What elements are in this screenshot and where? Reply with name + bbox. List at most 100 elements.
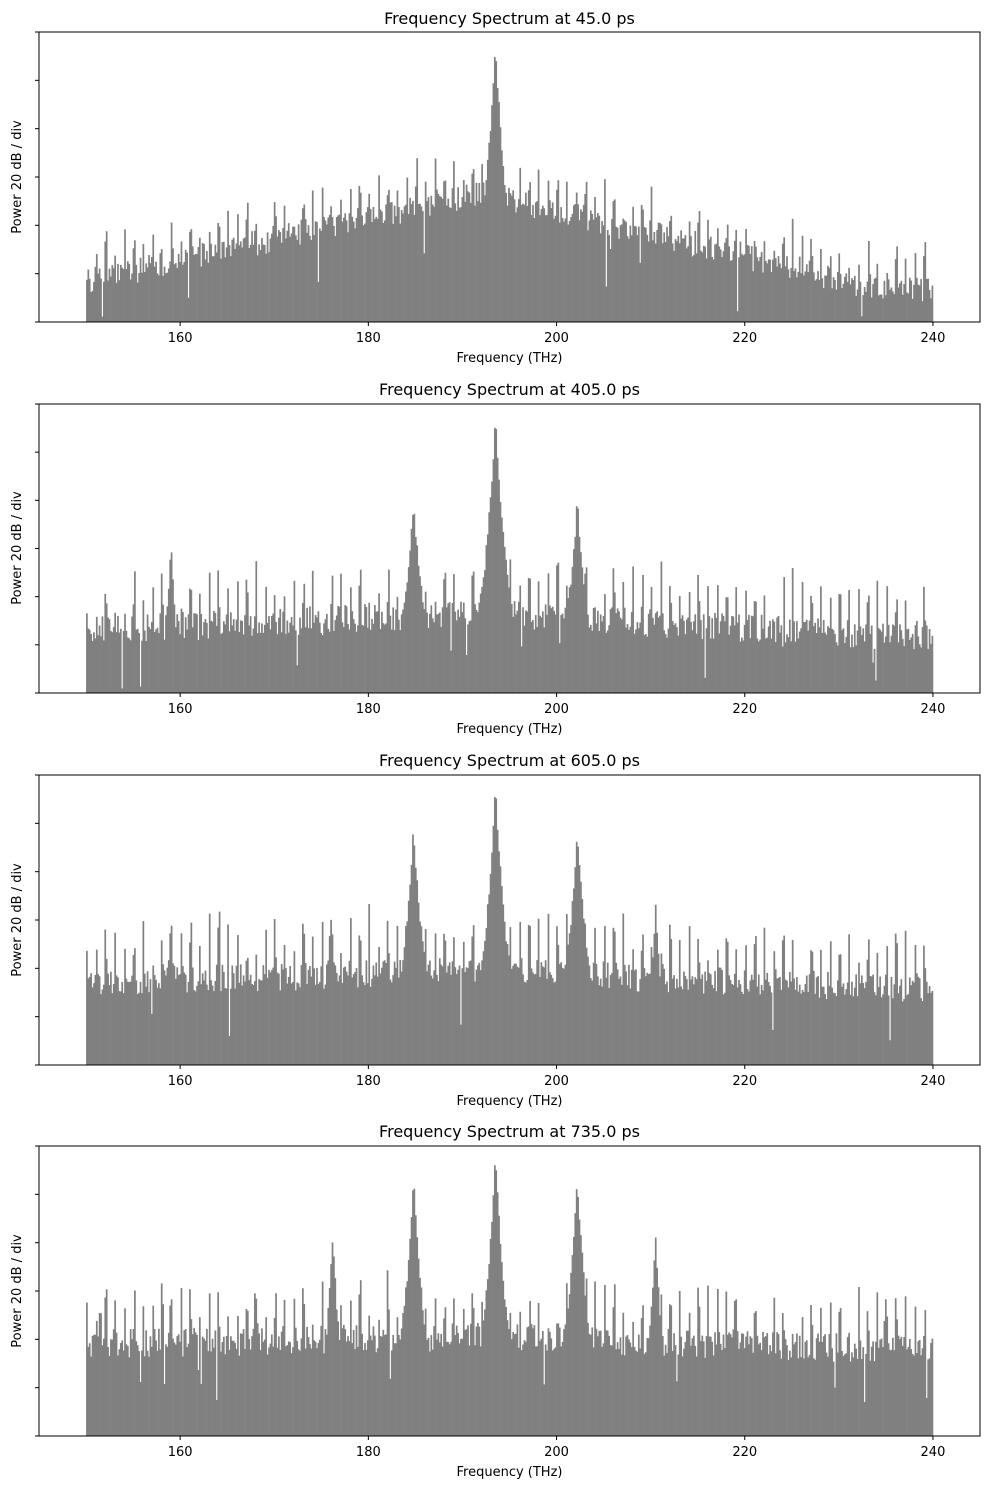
spectrum-bar [923, 586, 925, 693]
spectrum-bar [327, 217, 330, 322]
spectrum-bar [640, 950, 643, 1065]
spectrum-bar [924, 620, 927, 693]
spectrum-bar [849, 647, 852, 693]
spectrum-bar [475, 182, 478, 322]
spectrum-bar [197, 639, 200, 693]
spectrum-bar [803, 275, 805, 322]
spectrum-bar [931, 285, 934, 322]
spectrum-bar [469, 202, 472, 322]
spectrum-bar [536, 627, 539, 693]
spectrum-bar [232, 973, 235, 1065]
spectrum-bar [100, 636, 102, 693]
spectrum-bar [179, 634, 181, 693]
spectrum-bar [197, 1370, 200, 1436]
spectrum-bar [522, 974, 524, 1065]
spectrum-bar [770, 271, 773, 322]
spectrum-bar [910, 985, 913, 1065]
spectrum-bar [609, 1345, 612, 1436]
spectrum-bar [306, 607, 308, 693]
spectrum-bar [87, 269, 90, 322]
spectrum-bar [570, 217, 572, 322]
spectrum-bar [637, 628, 640, 693]
spectrum-bar [242, 238, 245, 322]
spectrum-bar [591, 1327, 594, 1436]
spectrum-bar [207, 262, 210, 322]
spectrum-bar [128, 263, 131, 322]
spectrum-bar [577, 204, 579, 322]
spectrum-bar [669, 1304, 671, 1436]
spectrum-bar [246, 592, 249, 693]
spectrum-bar [122, 993, 125, 1065]
spectrum-bar [509, 1312, 512, 1436]
x-tick-label: 220 [732, 331, 757, 346]
spectrum-bar [719, 249, 722, 322]
spectrum-bar [303, 933, 306, 1065]
spectrum-bar [762, 628, 764, 693]
spectrum-bar [376, 611, 379, 693]
spectrum-bar [529, 578, 531, 693]
spectrum-bar [784, 266, 787, 322]
spectrum-bar [519, 585, 522, 693]
spectrum-bar [266, 1354, 269, 1436]
spectrum-bar [649, 973, 651, 1065]
spectrum-bar [296, 1340, 299, 1436]
spectrum-bar [210, 1351, 212, 1436]
spectrum-bar [872, 284, 874, 322]
spectrum-bar [196, 985, 198, 1065]
spectrum-bar [841, 630, 843, 693]
spectrum-bar [184, 617, 187, 693]
spectrum-bar [221, 242, 224, 322]
spectrum-bar [417, 565, 420, 693]
spectrum-bar [513, 963, 516, 1065]
spectrum-bar [182, 966, 184, 1065]
spectrum-bar [812, 272, 815, 322]
spectrum-bar [752, 271, 754, 322]
spectrum-bar [477, 965, 479, 1065]
spectrum-bar [340, 573, 342, 693]
spectrum-bar [924, 968, 927, 1065]
spectrum-bar [735, 229, 738, 322]
spectrum-bar [407, 1259, 410, 1436]
spectrum-bar [228, 244, 231, 322]
spectrum-bar [498, 479, 500, 693]
spectrum-bar [88, 278, 91, 322]
spectrum-bar [252, 1328, 255, 1436]
spectrum-bar [258, 244, 260, 322]
spectrum-bar [557, 180, 560, 322]
spectrum-bar [91, 290, 94, 322]
spectrum-bar [317, 611, 320, 693]
spectrum-bar [217, 1292, 220, 1436]
spectrum-bar [510, 195, 513, 322]
spectrum-bar [441, 1346, 444, 1436]
spectrum-bar [609, 609, 612, 693]
spectrum-bar [158, 1328, 160, 1436]
spectrum-bar [707, 586, 709, 693]
spectrum-bar [581, 211, 584, 322]
spectrum-bar [550, 974, 553, 1065]
spectrum-bar [815, 977, 818, 1065]
spectrum-bar [759, 994, 762, 1065]
spectrum-bar [191, 246, 194, 322]
spectrum-bar [821, 986, 824, 1065]
spectrum-bar [101, 989, 104, 1065]
spectrum-bar [585, 1278, 588, 1436]
spectrum-bar [745, 945, 747, 1065]
spectrum-bar [421, 211, 424, 322]
spectrum-bar [448, 962, 451, 1065]
spectrum-bar [300, 628, 303, 693]
spectrum-bar [292, 226, 294, 322]
spectrum-bar [265, 1317, 268, 1436]
spectrum-bar [738, 614, 740, 693]
spectrum-bar [112, 1329, 115, 1436]
spectrum-bar [746, 989, 749, 1065]
spectrum-bar [263, 244, 266, 322]
spectrum-bar [337, 606, 340, 693]
spectrum-bar [814, 993, 817, 1065]
spectrum-bar [252, 984, 255, 1065]
spectrum-bar [225, 614, 228, 693]
spectrum-bar [258, 1333, 260, 1436]
spectrum-bar [167, 1332, 170, 1436]
spectrum-bar [200, 984, 203, 1065]
spectrum-bar [262, 1341, 265, 1436]
spectrum-bar [444, 180, 447, 322]
